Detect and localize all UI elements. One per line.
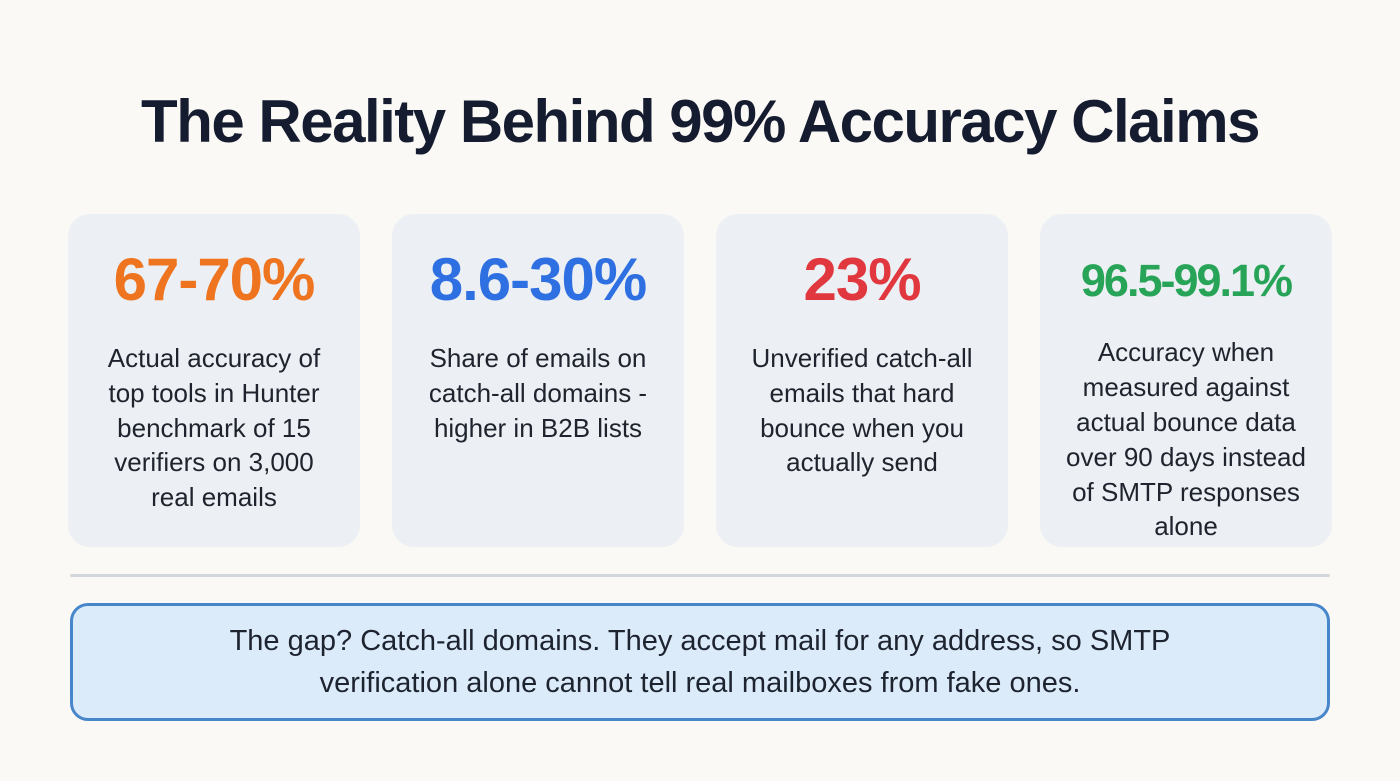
stat-description-bounce-data-accuracy: Accuracy when measured against actual bo… bbox=[1066, 337, 1306, 542]
stat-card-hard-bounce: 23% Unverified catch-all emails that har… bbox=[716, 214, 1008, 547]
stat-card-hunter-benchmark: 67-70% Actual accuracy of top tools in H… bbox=[68, 214, 360, 547]
callout-text: The gap? Catch-all domains. They accept … bbox=[229, 624, 1171, 699]
horizontal-divider bbox=[70, 574, 1330, 577]
stat-value-hard-bounce: 23% bbox=[803, 246, 921, 313]
stat-description-hunter-benchmark: Actual accuracy of top tools in Hunter b… bbox=[107, 343, 321, 513]
stat-description-hard-bounce: Unverified catch-all emails that hard bo… bbox=[751, 343, 973, 478]
callout-box: The gap? Catch-all domains. They accept … bbox=[70, 603, 1330, 721]
stat-cards-row: 67-70% Actual accuracy of top tools in H… bbox=[68, 214, 1332, 547]
page-title: The Reality Behind 99% Accuracy Claims bbox=[141, 88, 1260, 155]
stat-card-bounce-data-accuracy: 96.5-99.1% Accuracy when measured agains… bbox=[1040, 214, 1332, 547]
stat-value-bounce-data-accuracy: 96.5-99.1% bbox=[1080, 255, 1293, 306]
stat-description-catchall-share: Share of emails on catch-all domains - h… bbox=[428, 343, 648, 443]
stat-value-catchall-share: 8.6-30% bbox=[429, 246, 647, 313]
stat-card-catchall-share: 8.6-30% Share of emails on catch-all dom… bbox=[392, 214, 684, 547]
stat-value-hunter-benchmark: 67-70% bbox=[113, 246, 316, 313]
